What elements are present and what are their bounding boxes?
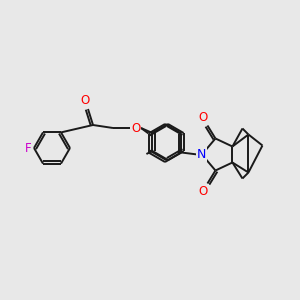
Text: N: N: [197, 148, 206, 161]
Text: O: O: [199, 185, 208, 198]
Text: O: O: [131, 122, 141, 134]
Text: O: O: [199, 111, 208, 124]
Text: F: F: [25, 142, 31, 154]
Text: O: O: [80, 94, 90, 107]
